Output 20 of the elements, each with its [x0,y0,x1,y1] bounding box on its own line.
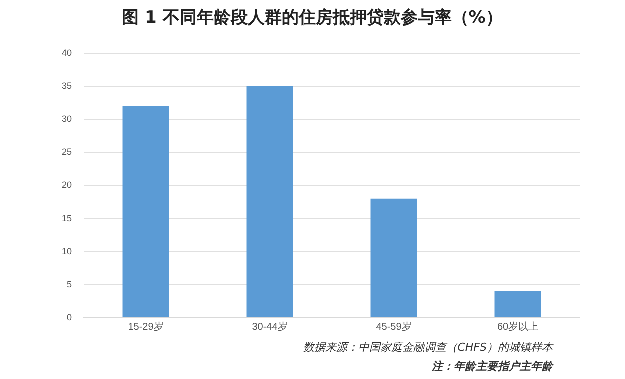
bar [122,106,170,318]
bar [370,198,418,318]
y-tick-label: 15 [62,213,72,224]
x-tick-label: 30-44岁 [252,320,288,333]
y-tick-label: 0 [66,312,72,322]
y-tick-label: 10 [62,246,72,256]
bar [494,292,542,318]
y-tick-label: 30 [62,114,72,124]
chart-title: 图 1 不同年龄段人群的住房抵押贷款参与率（%） [121,7,504,29]
y-tick-label: 25 [62,147,72,158]
text: 注：年龄主要指户主年龄 [431,359,553,375]
y-tick-label: 40 [62,48,72,58]
y-tick-label: 5 [66,279,72,290]
x-tick-label: 60岁以上 [497,320,539,333]
y-tick-label: 35 [62,80,72,91]
y-tick-label: 20 [62,180,72,190]
x-tick-label: 15-29岁 [128,320,164,333]
source-note: 数据来源：中国家庭金融调查（CHFS）的城镇样本 [304,340,553,356]
bar [246,86,294,318]
x-tick-label: 45-59岁 [376,320,412,333]
